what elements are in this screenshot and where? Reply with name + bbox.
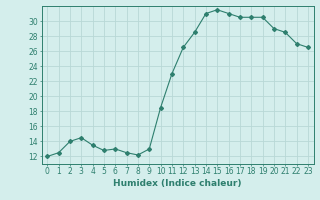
X-axis label: Humidex (Indice chaleur): Humidex (Indice chaleur): [113, 179, 242, 188]
